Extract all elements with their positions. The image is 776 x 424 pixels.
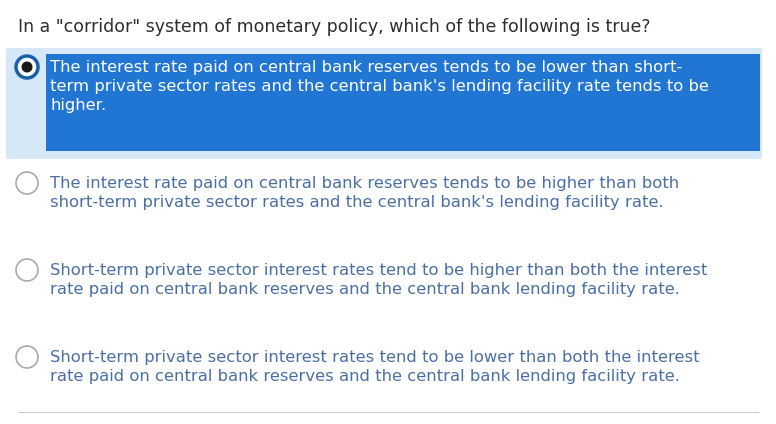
Text: The interest rate paid on central bank reserves tends to be higher than both: The interest rate paid on central bank r… — [50, 176, 679, 191]
Bar — [46, 54, 760, 151]
Circle shape — [22, 61, 33, 73]
Text: The interest rate paid on central bank reserves tends to be lower than short-: The interest rate paid on central bank r… — [50, 60, 682, 75]
Circle shape — [16, 56, 38, 78]
Text: In a "corridor" system of monetary policy, which of the following is true?: In a "corridor" system of monetary polic… — [18, 18, 650, 36]
Circle shape — [16, 259, 38, 281]
Text: term private sector rates and the central bank's lending facility rate tends to : term private sector rates and the centra… — [50, 79, 708, 94]
Text: Short-term private sector interest rates tend to be lower than both the interest: Short-term private sector interest rates… — [50, 350, 700, 365]
Text: Short-term private sector interest rates tend to be higher than both the interes: Short-term private sector interest rates… — [50, 263, 708, 278]
Text: higher.: higher. — [50, 98, 106, 113]
Circle shape — [16, 346, 38, 368]
Text: rate paid on central bank reserves and the central bank lending facility rate.: rate paid on central bank reserves and t… — [50, 282, 680, 297]
FancyBboxPatch shape — [6, 48, 762, 159]
Circle shape — [16, 172, 38, 194]
Text: short-term private sector rates and the central bank's lending facility rate.: short-term private sector rates and the … — [50, 195, 663, 210]
Text: rate paid on central bank reserves and the central bank lending facility rate.: rate paid on central bank reserves and t… — [50, 369, 680, 384]
